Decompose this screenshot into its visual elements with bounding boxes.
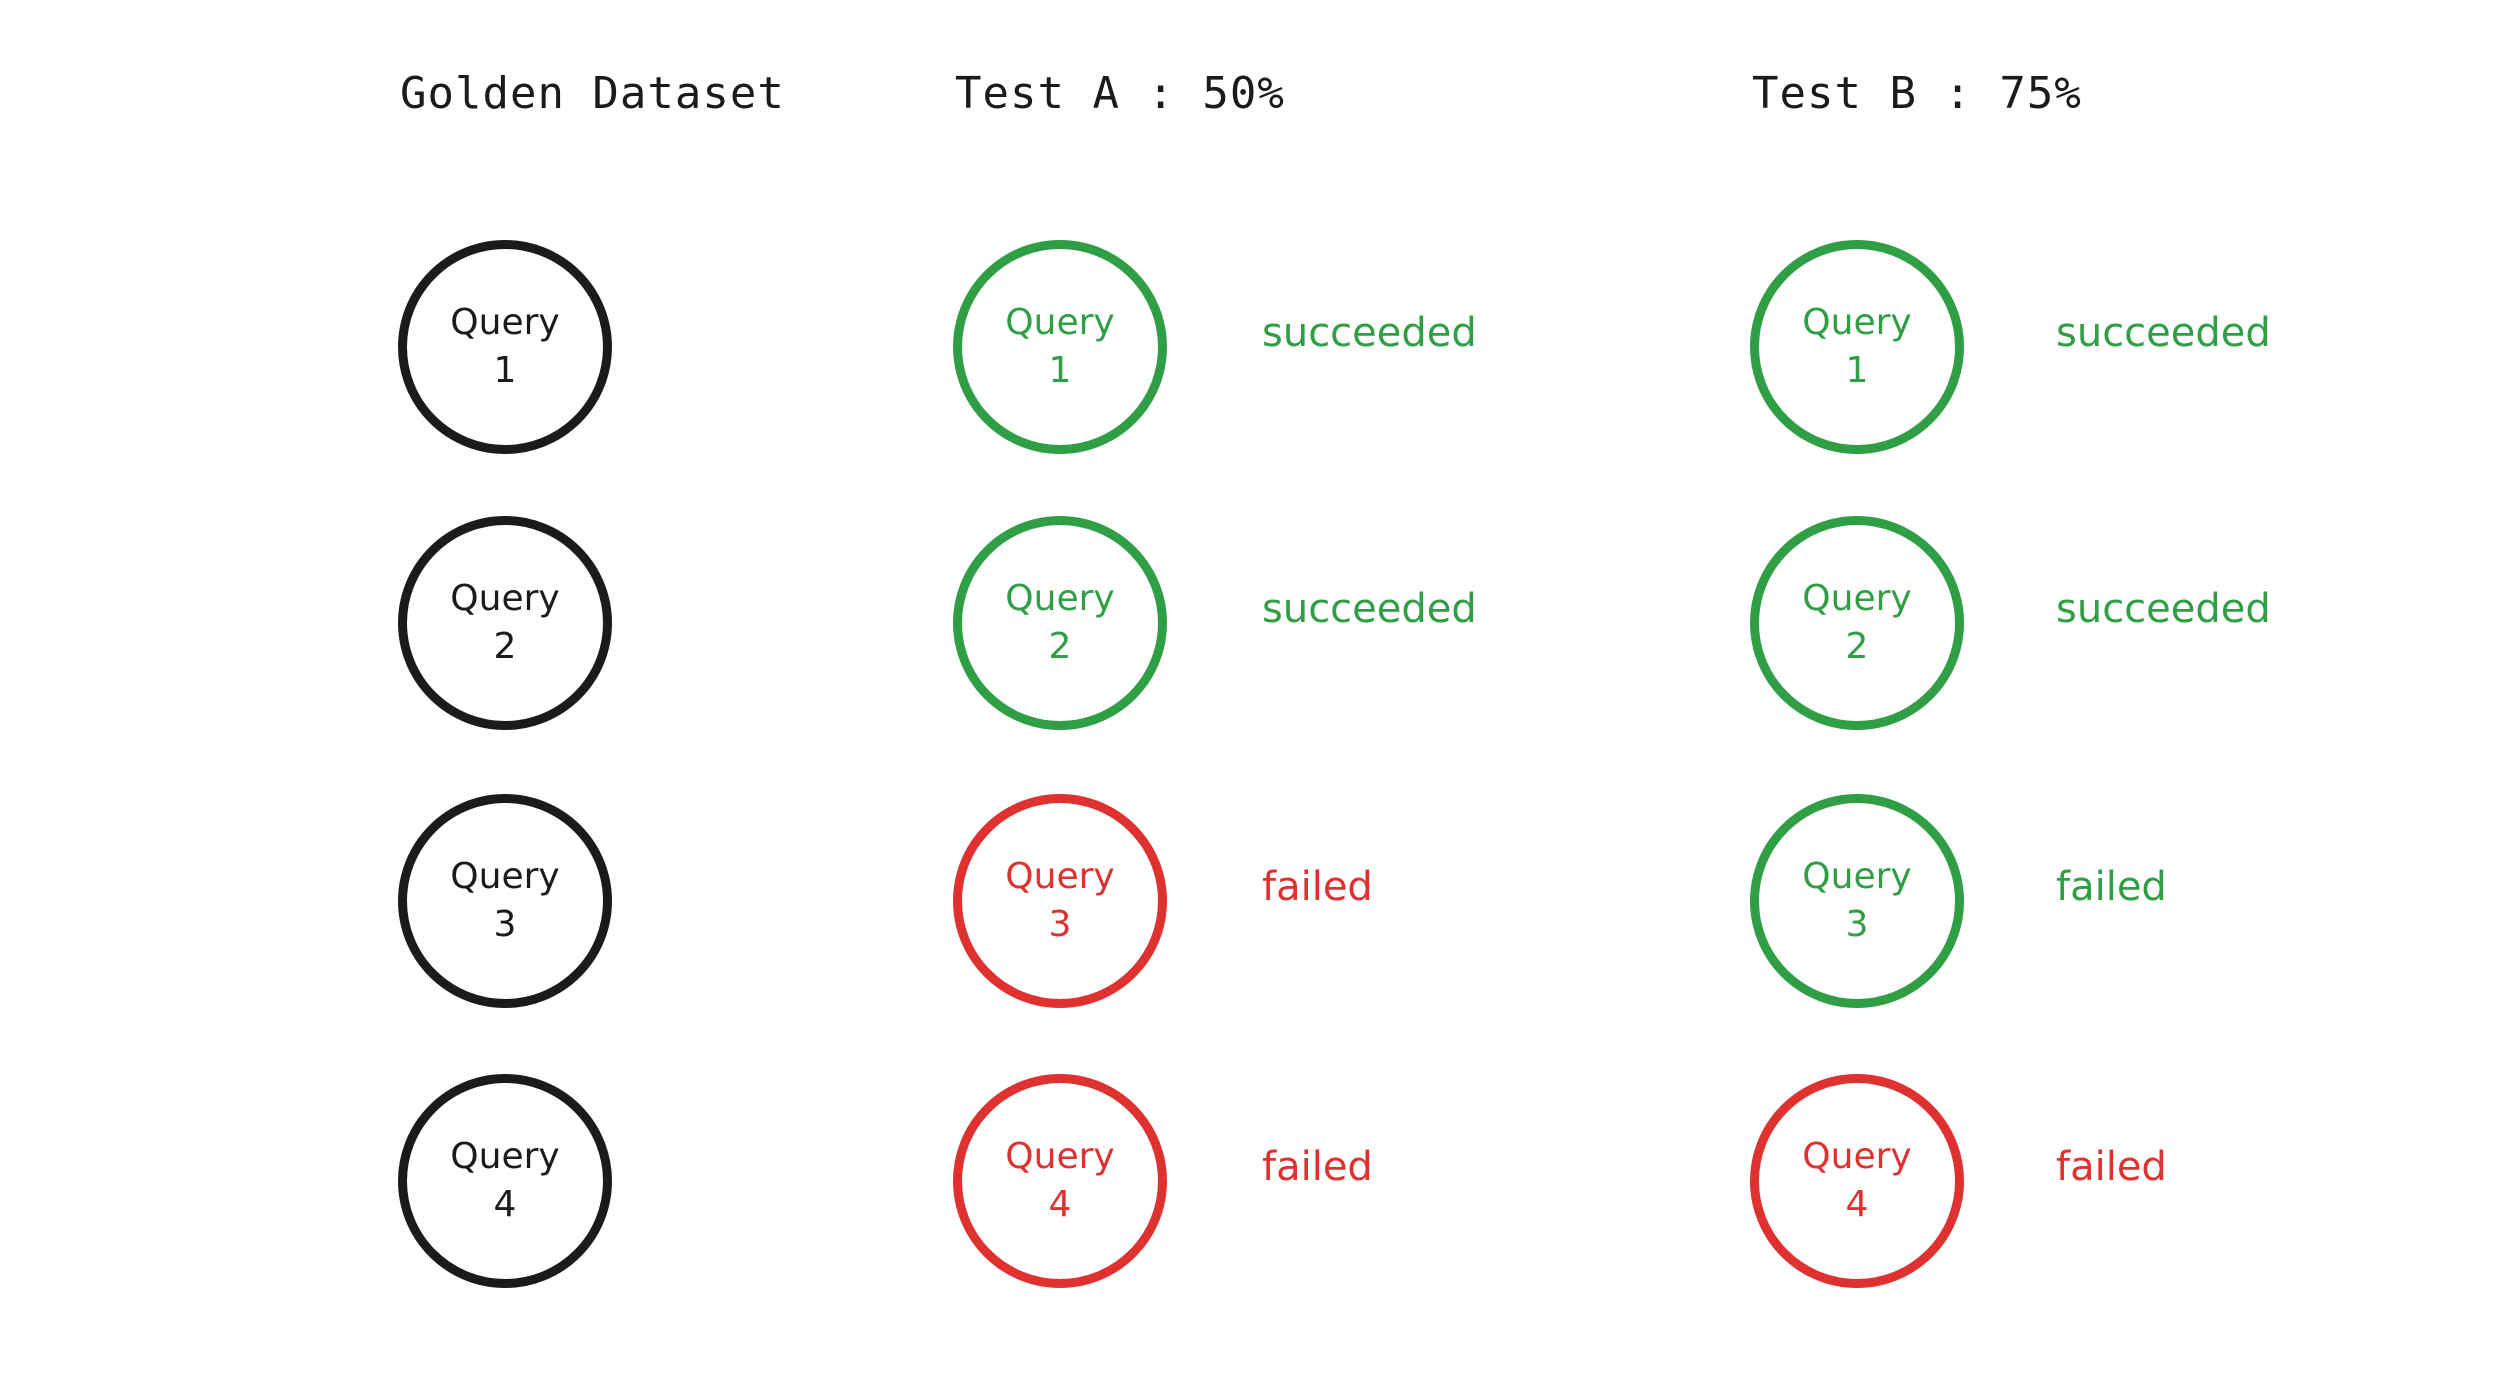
- query-circle: Query 4: [1750, 1074, 1964, 1288]
- query-number: 4: [1048, 1184, 1072, 1225]
- query-label: Query: [450, 1136, 560, 1177]
- query-number: 2: [1048, 626, 1072, 667]
- query-circle: Query 2: [398, 516, 612, 730]
- query-number: 1: [493, 350, 517, 391]
- query-label: Query: [1005, 856, 1115, 897]
- query-circle: Query 3: [1750, 794, 1964, 1008]
- query-number: 4: [1845, 1184, 1869, 1225]
- query-label: Query: [450, 302, 560, 343]
- query-circle: Query 2: [1750, 516, 1964, 730]
- query-number: 2: [1845, 626, 1869, 667]
- query-label: Query: [1005, 1136, 1115, 1177]
- status-label: succeeded: [1262, 586, 1477, 632]
- query-label: Query: [1802, 1136, 1912, 1177]
- query-number: 1: [1845, 350, 1869, 391]
- status-label: succeeded: [2056, 310, 2271, 356]
- status-label: failed: [2056, 864, 2167, 910]
- query-label: Query: [1802, 302, 1912, 343]
- query-label: Query: [1005, 578, 1115, 619]
- status-label: failed: [1262, 864, 1373, 910]
- column-title-golden-dataset: Golden Dataset: [400, 68, 785, 119]
- query-label: Query: [450, 856, 560, 897]
- query-number: 2: [493, 626, 517, 667]
- query-circle: Query 4: [398, 1074, 612, 1288]
- query-circle: Query 1: [953, 240, 1167, 454]
- query-label: Query: [1802, 578, 1912, 619]
- query-number: 4: [493, 1184, 517, 1225]
- query-circle: Query 3: [398, 794, 612, 1008]
- status-label: failed: [1262, 1144, 1373, 1190]
- status-label: succeeded: [1262, 310, 1477, 356]
- query-number: 3: [1048, 904, 1072, 945]
- query-circle: Query 1: [1750, 240, 1964, 454]
- status-label: failed: [2056, 1144, 2167, 1190]
- query-circle: Query 3: [953, 794, 1167, 1008]
- query-label: Query: [450, 578, 560, 619]
- query-circle: Query 4: [953, 1074, 1167, 1288]
- column-title-test-b: Test B : 75%: [1752, 68, 2082, 119]
- query-number: 1: [1048, 350, 1072, 391]
- column-title-test-a: Test A : 50%: [955, 68, 1285, 119]
- query-label: Query: [1802, 856, 1912, 897]
- query-number: 3: [1845, 904, 1869, 945]
- query-label: Query: [1005, 302, 1115, 343]
- query-number: 3: [493, 904, 517, 945]
- query-circle: Query 2: [953, 516, 1167, 730]
- query-circle: Query 1: [398, 240, 612, 454]
- status-label: succeeded: [2056, 586, 2271, 632]
